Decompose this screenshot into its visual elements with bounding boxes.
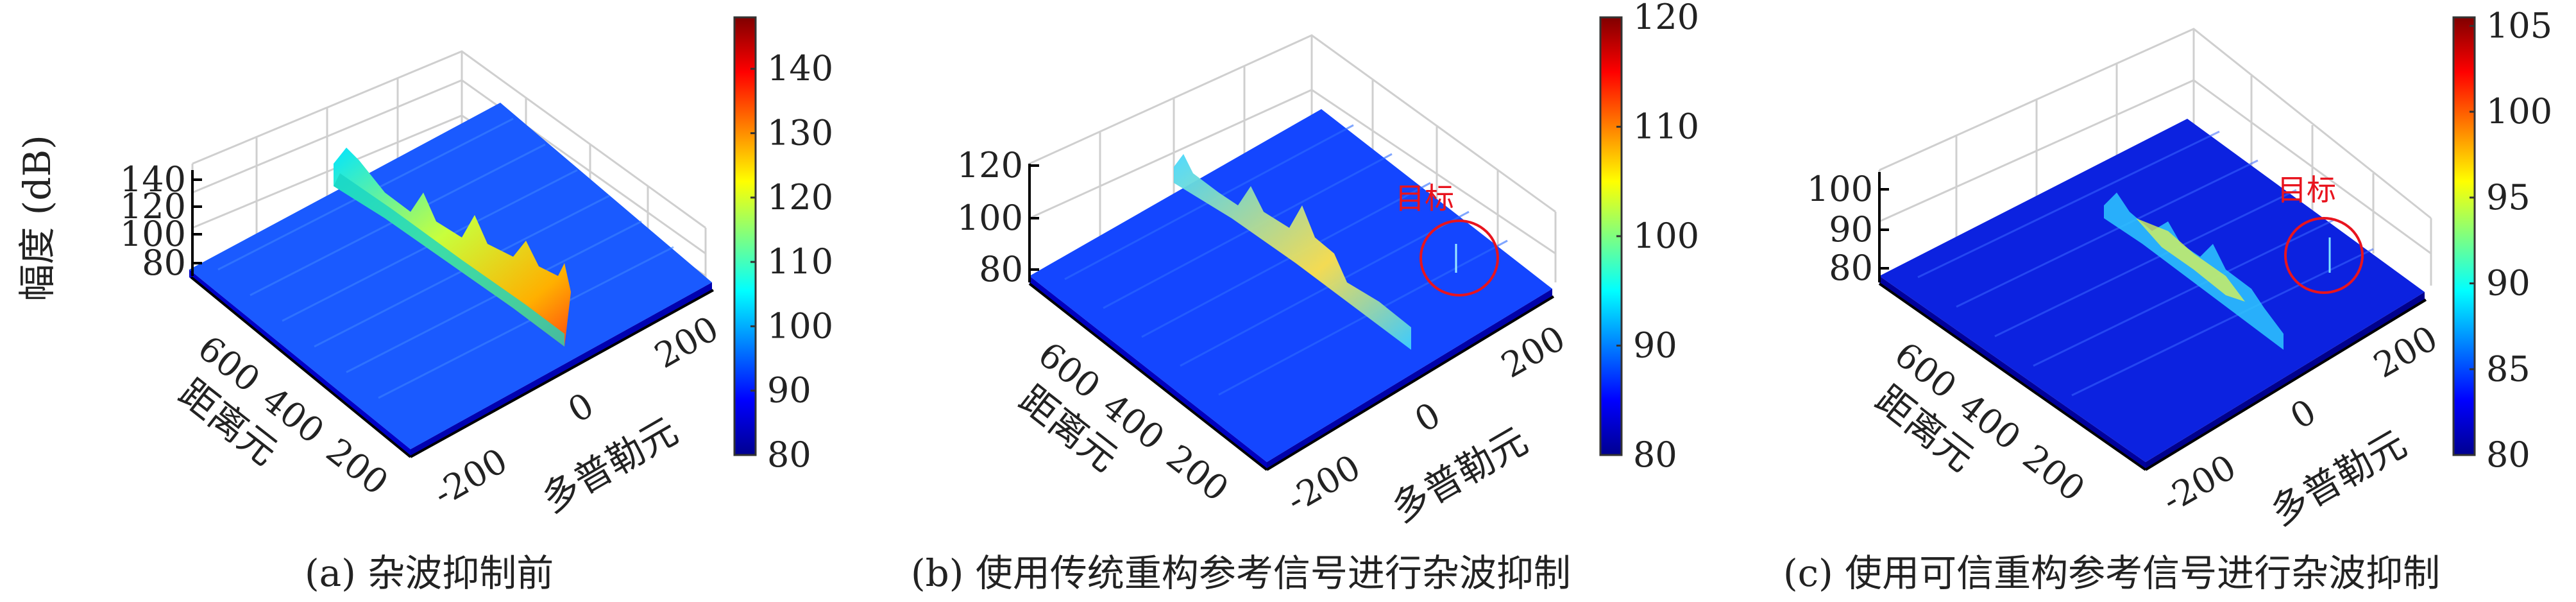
z-axis [1878, 172, 1889, 282]
panel-b: 目标 120 100 80 600 400 200 距离元 -200 0 200… [911, 0, 1699, 595]
colorbar-tick-label: 80 [1633, 434, 1677, 475]
colorbar-tick-label: 80 [2486, 434, 2530, 475]
surface-floor [1879, 119, 2425, 462]
z-tick: 120 [120, 186, 186, 227]
colorbar-tick-label: 110 [767, 241, 833, 282]
z-axis-label: 幅度 (dB) [15, 135, 59, 301]
x-tick: 0 [2284, 391, 2323, 438]
x-axis [2144, 298, 2427, 471]
colorbar-tick-label: 100 [1633, 216, 1699, 256]
x-tick: 200 [1495, 318, 1572, 386]
z-tick: 80 [1829, 248, 1873, 288]
colorbar-tick-label: 120 [767, 177, 833, 218]
colorbar-tick-label: 95 [2486, 177, 2530, 218]
z-tick: 100 [120, 214, 186, 254]
colorbar-tick-label: 85 [2486, 348, 2530, 389]
y-tick: 200 [2015, 437, 2092, 510]
x-axis-label: 多普勒元 [1384, 418, 1535, 531]
colorbar-tick-label: 140 [767, 48, 833, 89]
surface-front-edge [1030, 276, 1267, 470]
z-tick: 100 [1807, 169, 1873, 209]
target-circle [2284, 217, 2364, 294]
z-tick: 140 [120, 159, 186, 200]
surface-floor [1030, 109, 1552, 462]
y-axis [1028, 282, 1268, 471]
x-tick: 0 [561, 385, 600, 431]
colorbar-tick-label: 100 [2486, 91, 2552, 132]
colorbar-tick-label: 90 [767, 370, 811, 411]
y-tick: 200 [1159, 437, 1236, 510]
caption: (c) 使用可信重构参考信号进行杂波抑制 [1783, 551, 2440, 595]
z-tick: 90 [1829, 209, 1873, 250]
z-tick: 80 [979, 249, 1023, 289]
colorbar-tick-label: 90 [1633, 325, 1677, 366]
surface-right-edge [411, 282, 712, 457]
x-tick: -200 [1280, 447, 1368, 520]
z-tick: 120 [957, 145, 1023, 185]
colorbar [733, 16, 757, 456]
target-circle [1419, 219, 1499, 297]
colorbar-tick-label: 130 [767, 113, 833, 153]
caption: (a) 杂波抑制前 [305, 551, 554, 595]
x-axis-label: 多普勒元 [2263, 422, 2414, 534]
x-tick: 0 [1408, 395, 1447, 441]
surface-right-edge [2146, 292, 2425, 470]
z-tick: 80 [142, 243, 186, 283]
surface-noise [1917, 130, 2374, 397]
x-tick: -200 [427, 440, 514, 514]
z-axis [1028, 164, 1039, 282]
x-axis [410, 289, 714, 458]
y-axis [190, 276, 412, 458]
z-axis [191, 170, 202, 276]
surface-right-edge [1267, 289, 1552, 470]
x-tick: -200 [2155, 447, 2243, 520]
colorbar-tick-label: 80 [767, 434, 811, 475]
colorbar [2452, 16, 2476, 456]
z-tick: 100 [957, 198, 1023, 238]
y-axis [1878, 282, 2147, 471]
surface-front-edge [1879, 276, 2146, 470]
colorbar-tick-label: 110 [1633, 107, 1699, 147]
x-axis-label: 多普勒元 [534, 409, 685, 521]
colorbar-ticks: 105 100 95 90 85 80 [2470, 5, 2552, 475]
target-label: 目标 [1395, 181, 1454, 216]
target-label: 目标 [2277, 173, 2336, 207]
colorbar-tick-label: 105 [2486, 5, 2552, 46]
colorbar-tick-label: 120 [1633, 0, 1699, 37]
panel-a: 140 120 100 80 幅度 (dB) 600 400 200 距离元 -… [15, 16, 833, 595]
panel-c: 目标 100 90 80 600 400 200 距离元 -200 0 200 … [1783, 5, 2552, 595]
clutter-ridge [1174, 154, 1411, 350]
colorbar-tick-label: 90 [2486, 263, 2530, 304]
x-axis [1266, 295, 1555, 471]
y-tick: 200 [319, 431, 396, 503]
colorbar-ticks: 120 110 100 90 80 [1616, 0, 1699, 475]
caption: (b) 使用传统重构参考信号进行杂波抑制 [911, 551, 1571, 595]
colorbar-tick-label: 100 [767, 305, 833, 346]
colorbar-ticks: 140 130 120 110 100 90 80 [750, 48, 833, 475]
